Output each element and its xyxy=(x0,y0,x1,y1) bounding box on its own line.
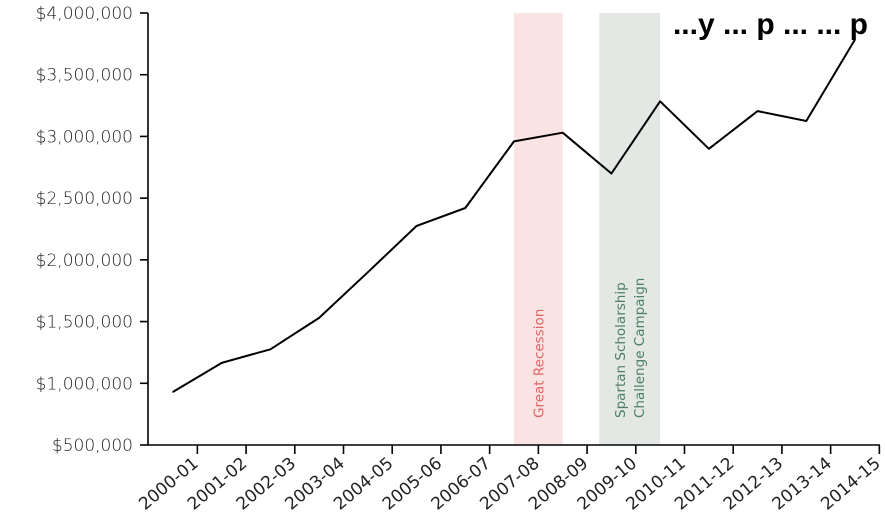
y-tick-label: $1,000,000 xyxy=(36,374,133,394)
y-tick-label: $2,500,000 xyxy=(36,189,133,209)
data-point xyxy=(464,207,467,209)
data-point xyxy=(756,110,759,112)
data-point xyxy=(513,140,515,143)
x-axis-ticks: 2000-012001-022002-032003-042004-052005-… xyxy=(135,445,885,514)
band-label: Great Recession xyxy=(531,309,547,418)
data-point xyxy=(220,362,223,364)
data-point xyxy=(367,271,369,274)
y-tick-label: $500,000 xyxy=(52,436,133,456)
data-point xyxy=(805,120,808,122)
data-point xyxy=(659,100,661,103)
y-tick-label: $2,000,000 xyxy=(36,251,133,271)
y-tick-label: $3,000,000 xyxy=(36,127,133,147)
data-point xyxy=(318,317,320,319)
y-tick-label: $4,000,000 xyxy=(36,4,133,24)
band-label-line: Challenge Campaign xyxy=(632,278,648,418)
data-point xyxy=(854,38,856,41)
data-point xyxy=(561,131,564,134)
y-axis-ticks: $500,000 $1,000,000 $1,500,000 $2,000,000 $2… xyxy=(36,4,148,456)
band-label: Spartan Scholarship Challenge Campaign xyxy=(613,278,648,418)
y-tick-label: $1,500,000 xyxy=(36,313,133,333)
data-point xyxy=(269,348,272,351)
data-point xyxy=(415,225,418,227)
band-label-line: Spartan Scholarship xyxy=(613,282,629,418)
band-rect xyxy=(599,13,661,445)
data-point xyxy=(708,147,710,150)
band-label-line: Great Recession xyxy=(531,309,547,418)
series-layer xyxy=(172,38,856,393)
band-rect xyxy=(514,13,563,445)
data-point xyxy=(610,172,613,175)
y-tick-label: $3,500,000 xyxy=(36,66,133,86)
annotation-bands: Great Recession Spartan Scholarship Challe… xyxy=(514,13,661,445)
data-point xyxy=(172,391,174,393)
chart-title: ...y ... p ... ... p xyxy=(673,8,868,41)
